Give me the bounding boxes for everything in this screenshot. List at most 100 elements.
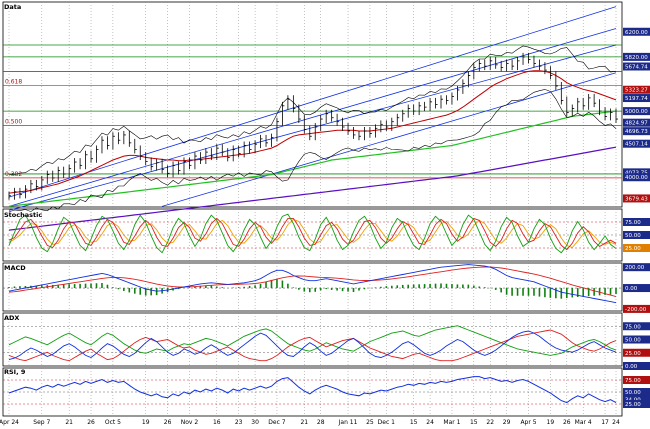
macd-line [8, 264, 617, 304]
y-tick-label: 25.00 [625, 246, 641, 252]
x-tick-label: 19 [547, 419, 555, 426]
y-tick-tag [623, 218, 650, 226]
y-tick-label: 50.00 [625, 233, 641, 239]
y-tick-tag [623, 231, 650, 239]
y-tick-label: 5323.27 [625, 88, 648, 94]
adx-plus-di-line [8, 325, 617, 356]
y-tick-label: 5820.00 [625, 55, 648, 61]
x-tick-label: 17 [601, 419, 609, 426]
y-tick-tag [623, 127, 650, 136]
adx-minus-di-line [8, 329, 617, 362]
y-tick-tag [623, 62, 650, 71]
adx-line [8, 330, 617, 361]
y-tick-label: 5197.74 [625, 96, 648, 102]
adx-panel-title: ADX [4, 314, 19, 322]
x-tick-label: 19 [142, 419, 150, 426]
y-tick-label: 50.00 [625, 338, 641, 344]
y-tick-label: 75.00 [625, 220, 641, 226]
y-tick-label: 5674.74 [625, 64, 648, 70]
lower-band-line [8, 89, 617, 213]
price-panel-frame [2, 1, 623, 208]
grid-layer [2, 1, 623, 417]
y-tick-tag [623, 400, 650, 408]
y-tick-tag [623, 173, 650, 182]
x-tick-label: 28 [317, 419, 325, 426]
x-tick-label: 21 [300, 419, 308, 426]
y-tick-label: 50.00 [625, 390, 641, 396]
y-tick-tag [623, 376, 650, 384]
x-tick-label: 24 [426, 419, 434, 426]
macd-panel-frame [2, 262, 623, 312]
y-tick-tag [623, 335, 650, 344]
x-tick-label: 16 [213, 419, 221, 426]
y-tick-tag [623, 52, 650, 61]
channel-line [8, 28, 617, 207]
price-panel-title: Data [4, 3, 21, 11]
axis-layer: Apr 24 Sep 7 21 26 Oct 5 19 26 Nov 2 16 23 30 Dec 7… [0, 27, 650, 426]
y-tick-tag [623, 388, 650, 396]
x-tick-label: 15 [470, 419, 478, 426]
y-tick-label: 25.00 [625, 351, 641, 357]
y-tick-tag [623, 27, 650, 36]
y-tick-label: 4696.73 [625, 129, 648, 135]
x-tick-label: 29 [503, 419, 511, 426]
ma-purple-line [8, 146, 617, 231]
x-tick-label: Dec 7 [268, 419, 286, 426]
x-tick-label: Mar 1 [443, 419, 460, 426]
stochastic-panel-title: Stochastic [4, 211, 42, 219]
y-tick-label: 75.00 [625, 324, 641, 330]
y-tick-tag [623, 395, 650, 404]
x-tick-label: 30 [251, 419, 259, 426]
x-tick-label: 26 [563, 419, 571, 426]
y-tick-label: 4507.14 [625, 142, 648, 148]
x-tick-label: 25 [366, 419, 374, 426]
y-tick-tag [623, 304, 650, 313]
y-tick-label: 25.00 [625, 402, 641, 408]
y-tick-label: 0.00 [625, 364, 638, 370]
y-tick-tag [623, 348, 650, 357]
channel-line [8, 44, 617, 211]
x-tick-label: 22 [486, 419, 494, 426]
x-tick-label: Mar 4 [575, 419, 592, 426]
ma-green-line [8, 110, 617, 207]
x-tick-label: 26 [87, 419, 95, 426]
x-tick-label: Jan 11 [338, 419, 358, 426]
x-tick-label: Nov 2 [181, 419, 199, 426]
stochastic-k-line [8, 213, 617, 254]
y-tick-tag [623, 168, 650, 177]
fib-level-label: 0.618 [5, 78, 22, 85]
y-tick-tag [623, 139, 650, 148]
y-tick-label: 200.00 [625, 265, 645, 271]
x-tick-label: 26 [164, 419, 172, 426]
x-tick-label: Oct 5 [105, 419, 121, 426]
y-tick-tag [623, 118, 650, 127]
x-tick-label: Apr 5 [520, 419, 536, 426]
upper-band-line [8, 45, 617, 176]
fib-level-label: 0.382 [5, 171, 22, 178]
macd-panel-title: MACD [4, 264, 26, 272]
y-tick-tag [623, 244, 650, 252]
ma-red-line [8, 70, 617, 194]
y-tick-label: 4000.00 [625, 175, 648, 181]
x-tick-label: Dec 1 [378, 419, 396, 426]
x-tick-label: 23 [235, 419, 243, 426]
y-tick-tag [623, 263, 650, 272]
y-tick-label: 75.00 [625, 378, 641, 384]
y-tick-tag [623, 284, 650, 293]
channel-line [162, 72, 617, 207]
y-tick-label: 4824.97 [625, 121, 648, 127]
x-tick-label: 21 [65, 419, 73, 426]
y-tick-label: 5000.00 [625, 109, 648, 115]
x-tick-label: Sep 7 [33, 419, 50, 426]
channel-line [8, 6, 617, 198]
y-tick-tag [623, 94, 650, 103]
y-tick-label: 0.00 [625, 286, 638, 292]
y-tick-tag [623, 194, 650, 203]
y-tick-tag [623, 322, 650, 331]
rsi-line [8, 376, 617, 404]
series-layer [8, 45, 618, 404]
y-tick-label: -200.00 [625, 307, 647, 313]
macd-signal-line [8, 266, 617, 298]
